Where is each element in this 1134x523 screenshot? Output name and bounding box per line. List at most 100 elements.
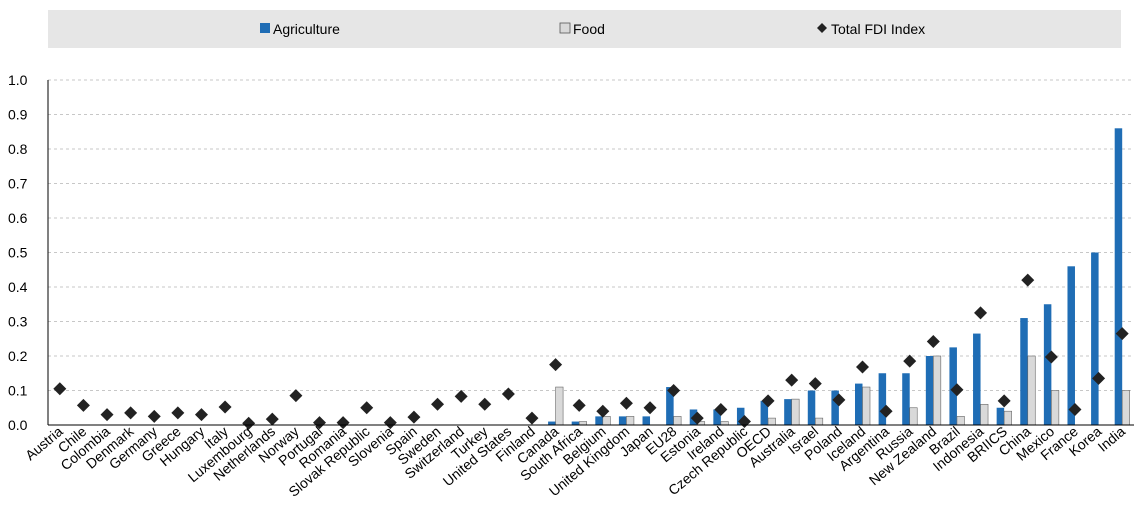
bar-agriculture	[642, 416, 651, 425]
marker-total-fdi-index	[643, 401, 657, 415]
bar-food	[791, 398, 800, 426]
y-axis-ticks: 0.0 0.1 0.2 0.3 0.4 0.5 0.6 0.7 0.8 0.9 1.0	[8, 72, 28, 433]
marker-total-fdi-index	[549, 358, 563, 372]
marker-total-fdi-index	[242, 416, 256, 430]
bar-agriculture	[784, 399, 792, 425]
legend-label-total-fdi-index: Total FDI Index	[831, 21, 925, 37]
bar-food	[626, 416, 635, 426]
bar-agriculture	[1020, 318, 1028, 425]
marker-total-fdi-index	[124, 406, 138, 420]
legend: Agriculture Food Total FDI Index	[260, 21, 925, 37]
bars	[548, 128, 1130, 426]
bar-agriculture	[760, 400, 769, 425]
gridlines	[48, 79, 1134, 391]
bar-food	[767, 417, 776, 426]
marker-total-fdi-index	[761, 394, 775, 408]
bar-agriculture	[1043, 304, 1052, 425]
bar-food	[1027, 355, 1036, 426]
marker-total-fdi-index	[100, 408, 114, 422]
bar-agriculture	[548, 421, 556, 425]
bar-agriculture	[902, 373, 910, 425]
marker-total-fdi-index	[667, 384, 681, 397]
y-tick-label: 0.8	[8, 141, 28, 157]
legend-label-agriculture: Agriculture	[273, 21, 340, 37]
y-tick-label: 0.5	[8, 245, 28, 261]
bar-food	[862, 386, 871, 426]
marker-total-fdi-index	[407, 410, 421, 424]
bar-agriculture	[666, 387, 674, 425]
y-tick-label: 1.0	[8, 72, 28, 88]
marker-total-fdi-index	[1068, 402, 1082, 416]
bar-agriculture	[973, 333, 981, 425]
marker-total-fdi-index	[808, 377, 822, 391]
bar-agriculture	[1067, 266, 1075, 425]
marker-total-fdi-index	[997, 394, 1011, 408]
bar-agriculture	[618, 416, 627, 425]
y-tick-label: 0.2	[8, 348, 28, 364]
marker-total-fdi-index	[832, 393, 846, 407]
marker-total-fdi-index	[856, 360, 869, 374]
bar-food	[1003, 410, 1012, 426]
marker-total-fdi-index	[903, 354, 917, 368]
marker-total-fdi-index	[454, 389, 468, 403]
bar-agriculture	[595, 416, 603, 425]
marker-total-fdi-index	[785, 373, 799, 387]
bar-agriculture	[736, 407, 745, 425]
legend-label-food: Food	[573, 21, 605, 37]
marker-total-fdi-index	[76, 398, 90, 412]
marker-total-fdi-index	[383, 416, 397, 430]
legend-background	[48, 10, 1121, 48]
bar-food	[720, 421, 729, 426]
y-tick-label: 0.6	[8, 210, 28, 226]
bar-food	[909, 407, 918, 426]
marker-total-fdi-index	[313, 416, 326, 430]
marker-total-fdi-index	[1021, 273, 1035, 287]
bar-agriculture	[878, 373, 887, 425]
markers	[53, 273, 1129, 430]
marker-total-fdi-index	[974, 306, 988, 320]
marker-total-fdi-index	[525, 411, 539, 425]
y-tick-label: 0.0	[8, 417, 28, 433]
marker-total-fdi-index	[147, 409, 161, 423]
bar-agriculture	[571, 421, 580, 425]
bar-food	[814, 417, 824, 426]
bar-agriculture	[713, 409, 721, 425]
legend-swatch-agriculture	[260, 23, 270, 33]
bar-food	[1121, 390, 1130, 426]
marker-total-fdi-index	[360, 401, 374, 415]
y-tick-label: 0.1	[8, 383, 28, 399]
marker-total-fdi-index	[596, 404, 610, 418]
bar-food	[933, 355, 942, 426]
x-tick-label: India	[1095, 423, 1129, 455]
marker-total-fdi-index	[619, 396, 633, 410]
bar-food	[673, 416, 682, 426]
bar-agriculture	[925, 356, 934, 425]
y-tick-label: 0.4	[8, 279, 28, 295]
bar-food	[578, 421, 587, 426]
y-tick-label: 0.3	[8, 314, 28, 330]
bar-agriculture	[807, 390, 816, 425]
bar-food	[956, 416, 965, 426]
marker-total-fdi-index	[289, 389, 303, 403]
marker-total-fdi-index	[336, 416, 350, 430]
x-axis-labels: AustriaChileColombiaDenmarkGermanyGreece…	[22, 422, 1128, 499]
marker-total-fdi-index	[265, 412, 279, 426]
marker-total-fdi-index	[879, 404, 893, 418]
bar-agriculture	[996, 407, 1005, 425]
y-tick-label: 0.7	[8, 176, 28, 192]
marker-total-fdi-index	[53, 382, 67, 396]
marker-total-fdi-index	[171, 406, 185, 420]
marker-total-fdi-index	[431, 397, 445, 411]
marker-total-fdi-index	[714, 402, 728, 416]
bar-agriculture	[831, 390, 839, 425]
y-tick-label: 0.9	[8, 107, 28, 123]
marker-total-fdi-index	[478, 397, 492, 411]
marker-total-fdi-index	[1092, 371, 1106, 385]
marker-total-fdi-index	[194, 408, 208, 422]
marker-total-fdi-index	[1044, 350, 1058, 364]
legend-marker-total-fdi-index	[817, 23, 827, 33]
bar-agriculture	[949, 347, 957, 425]
marker-total-fdi-index	[690, 411, 704, 425]
marker-total-fdi-index	[926, 335, 940, 349]
bar-agriculture	[855, 383, 863, 425]
